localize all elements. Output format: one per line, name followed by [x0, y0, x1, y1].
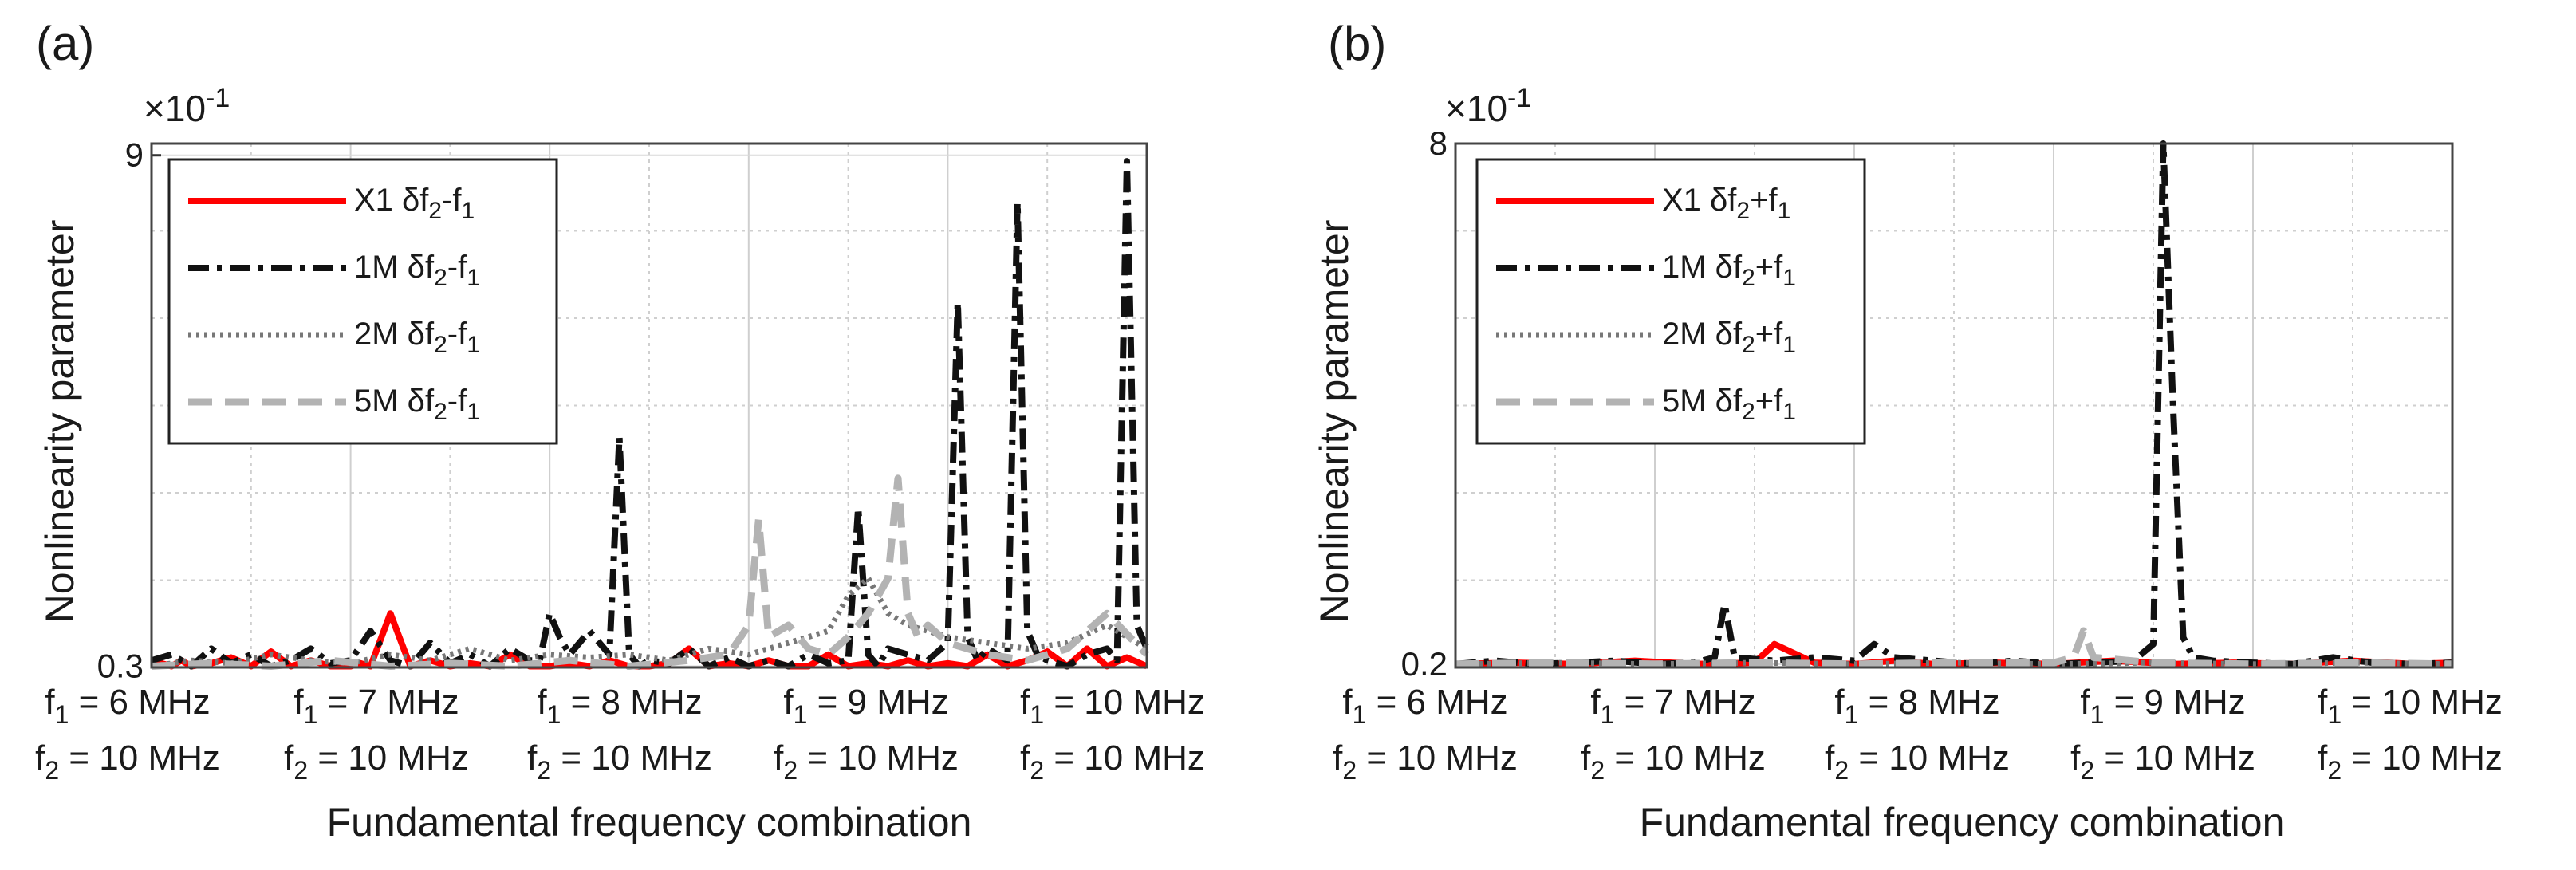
y-axis-title: Nonlinearity parameter [1312, 220, 1357, 624]
plot-frame [1454, 142, 2454, 669]
category-label-f2: f2 = 10 MHz [35, 738, 220, 785]
legend-label-5m: 5M δf2+f1 [1662, 384, 1796, 425]
category-label-f1: f1 = 10 MHz [1020, 683, 1205, 729]
category-label-f2: f2 = 10 MHz [774, 738, 959, 785]
x-axis-title: Fundamental frequency combination [1640, 800, 2285, 844]
category-label-f1: f1 = 7 MHz [293, 683, 459, 729]
category-label-f2: f2 = 10 MHz [1825, 738, 2010, 785]
series-line-2m [1455, 659, 2453, 667]
series-line-5m [1455, 627, 2453, 668]
panel-b: (b) ×10-1 0.2 8 f1 = 6 MHz f2 = 10 MHz f1 = 7 … [1312, 17, 2503, 844]
legend-label-1m: 1M δf2-f1 [354, 250, 480, 291]
legend-label-1m: 1M δf2+f1 [1662, 250, 1796, 291]
category-label-f1: f1 = 9 MHz [783, 683, 948, 729]
legend-label-5m: 5M δf2-f1 [354, 384, 480, 425]
axis-exponent-label: ×10-1 [1445, 83, 1531, 129]
legend-box [1475, 158, 1866, 445]
y-axis-title: Nonlinearity parameter [37, 220, 82, 624]
panel-a: (a) ×10-1 0.3 9 f1 = 6 MHz f2 = 10 MHz f1 = 7 … [35, 17, 1205, 844]
series-line-2m [151, 575, 1148, 669]
category-label-f2: f2 = 10 MHz [2318, 738, 2503, 785]
category-label-f1: f1 = 6 MHz [1342, 683, 1507, 729]
legend: X1 δf2-f1 1M δf2-f1 2M δf2-f1 5M δf2-f1 [167, 158, 558, 445]
category-label-f1: f1 = 6 MHz [45, 683, 210, 729]
legend-label-2m: 2M δf2+f1 [1662, 317, 1796, 358]
category-label-f1: f1 = 8 MHz [537, 683, 702, 729]
y-tick-label: 0.3 [97, 648, 144, 685]
category-label-f2: f2 = 10 MHz [1020, 738, 1205, 785]
panel-label: (a) [36, 17, 94, 70]
plot-frame [150, 142, 1148, 669]
panel-label: (b) [1328, 17, 1386, 70]
category-label-f1: f1 = 7 MHz [1590, 683, 1755, 729]
category-label-f1: f1 = 8 MHz [1834, 683, 1999, 729]
legend-box [167, 158, 558, 445]
category-label-f2: f2 = 10 MHz [1581, 738, 1766, 785]
y-tick-label: 0.2 [1401, 645, 1448, 683]
y-tick-label: 9 [125, 136, 144, 174]
legend-label-x1: X1 δf2-f1 [354, 183, 475, 224]
series-line-1m [150, 158, 1150, 670]
category-label-f1: f1 = 9 MHz [2080, 683, 2245, 729]
category-label-f2: f2 = 10 MHz [284, 738, 469, 785]
x-axis-title: Fundamental frequency combination [327, 800, 972, 844]
category-label-f2: f2 = 10 MHz [527, 738, 712, 785]
series-line-5m [151, 474, 1150, 670]
category-label-f2: f2 = 10 MHz [1333, 738, 1518, 785]
legend: X1 δf2+f1 1M δf2+f1 2M δf2+f1 5M δf2+f1 [1475, 158, 1866, 445]
axis-exponent-label: ×10-1 [144, 83, 230, 129]
category-label-f1: f1 = 10 MHz [2318, 683, 2503, 729]
legend-label-x1: X1 δf2+f1 [1662, 183, 1790, 224]
legend-label-2m: 2M δf2-f1 [354, 317, 480, 358]
category-label-f2: f2 = 10 MHz [2070, 738, 2255, 785]
y-tick-label: 8 [1429, 124, 1448, 162]
